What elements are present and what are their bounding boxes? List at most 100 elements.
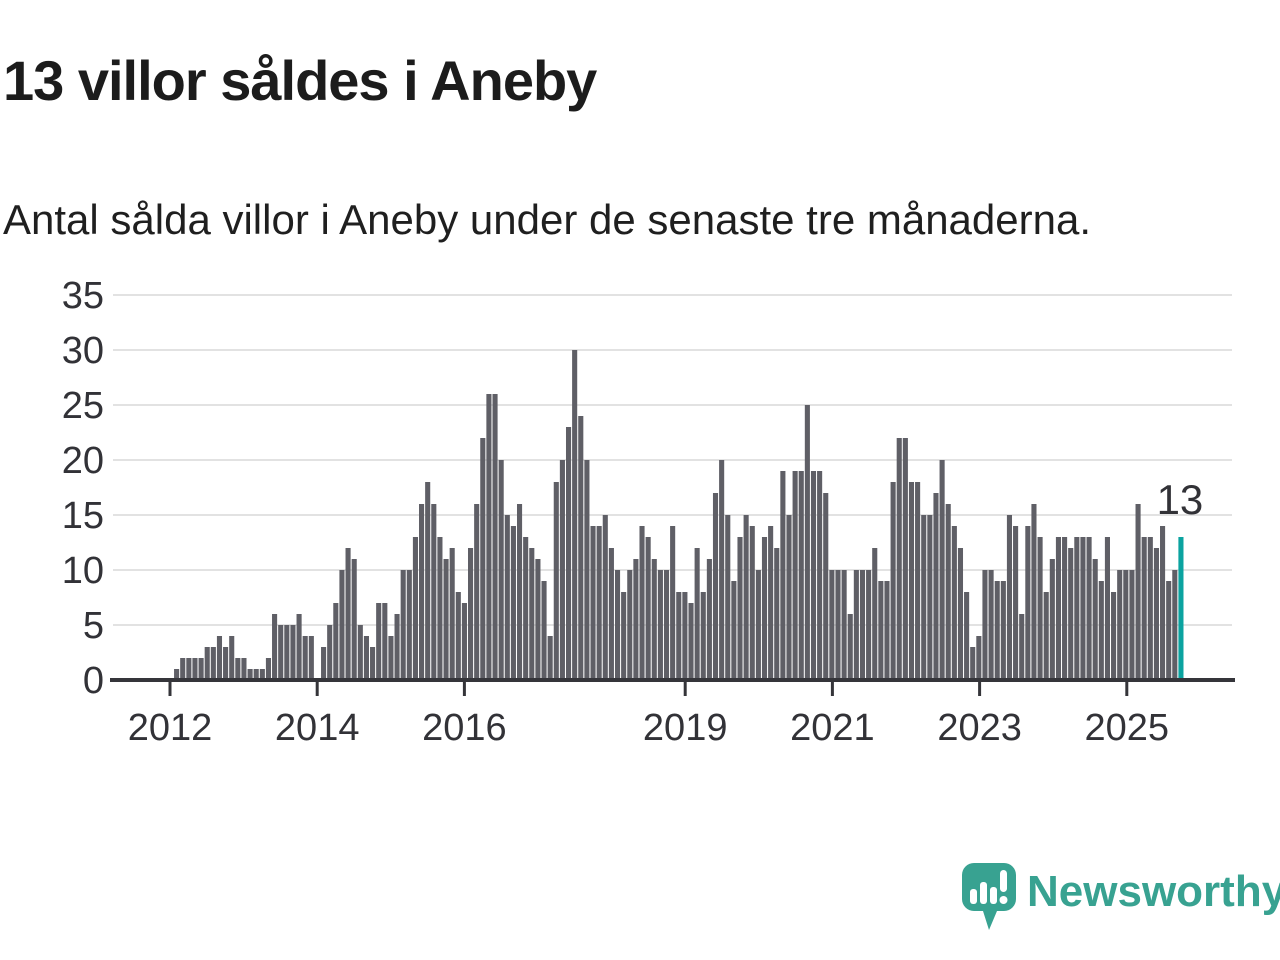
bar-segment <box>510 526 516 680</box>
bar-segment <box>621 592 627 680</box>
bar-segment <box>180 658 186 680</box>
bar-segment <box>357 625 363 680</box>
bar-segment <box>884 581 890 680</box>
bar-segment <box>774 548 780 680</box>
y-tick-label: 5 <box>83 605 104 647</box>
bar-segment <box>1129 570 1135 680</box>
bar-segment <box>1117 570 1123 680</box>
bar-segment <box>437 537 443 680</box>
bar-segment <box>461 603 467 680</box>
bar-segment <box>902 438 908 680</box>
bar-segment <box>1080 537 1086 680</box>
bar-segment <box>939 460 945 680</box>
bar-segment <box>719 460 725 680</box>
bar-segment <box>449 548 455 680</box>
bar-segment <box>547 636 553 680</box>
bar-segment <box>694 548 700 680</box>
bar-segment <box>725 515 731 680</box>
y-tick-label: 15 <box>62 495 104 537</box>
bar-segment <box>798 471 804 680</box>
bar-segment <box>406 570 412 680</box>
bar-segment <box>284 625 290 680</box>
bar-segment <box>670 526 676 680</box>
bar-segment <box>308 636 314 680</box>
page-title: 13 villor såldes i Aneby <box>3 49 597 112</box>
bar-segment <box>1147 537 1153 680</box>
bar-segment <box>425 482 431 680</box>
logo-bubble-icon <box>962 863 1016 930</box>
bar-segment <box>706 559 712 680</box>
x-tick-label: 2019 <box>643 707 728 749</box>
bar-segment <box>572 350 578 680</box>
bar-segment <box>768 526 774 680</box>
x-axis-labels: 2012 2014 2016 2019 2021 2023 2025 <box>128 707 1169 749</box>
x-tick-label: 2021 <box>790 707 875 749</box>
bar-segment <box>480 438 486 680</box>
bar-segment <box>639 526 645 680</box>
y-tick-label: 20 <box>62 440 104 482</box>
bar-segment <box>584 460 590 680</box>
last-value-label: 13 <box>1157 476 1204 523</box>
highlighted-bar <box>1178 537 1184 680</box>
bar-segment <box>1031 504 1037 680</box>
bar-segment <box>921 515 927 680</box>
bar-segment <box>847 614 853 680</box>
bar-segment <box>627 570 633 680</box>
bar-segment <box>327 625 333 680</box>
x-tick-label: 2016 <box>422 707 507 749</box>
bar-segment <box>945 504 951 680</box>
bar-segment <box>1104 537 1110 680</box>
bar-segment <box>596 526 602 680</box>
bar-segment <box>988 570 994 680</box>
bar-segment <box>351 559 357 680</box>
bar-segment <box>504 515 510 680</box>
bar-segment <box>786 515 792 680</box>
x-tick-label: 2012 <box>128 707 213 749</box>
bar-segment <box>1013 526 1019 680</box>
bar-segment <box>204 647 210 680</box>
logo-bar-medium <box>990 887 997 904</box>
bar-segment <box>841 570 847 680</box>
bar-segment <box>1074 537 1080 680</box>
bar-segment <box>810 471 817 680</box>
bar-segment <box>602 515 608 680</box>
bar-segment <box>443 559 449 680</box>
bar-segment <box>896 438 902 680</box>
bar-segment <box>578 416 584 680</box>
bar-segment <box>608 548 614 680</box>
bar-segment <box>663 570 670 680</box>
bar-segment <box>321 647 327 680</box>
bar-segment <box>474 504 480 680</box>
bar-segment <box>688 603 694 680</box>
bar-segment <box>259 669 265 680</box>
bar-segment <box>657 570 663 680</box>
bar-segment <box>1160 526 1166 680</box>
logo-exclamation-dot <box>999 896 1008 904</box>
bar-segment <box>829 570 835 680</box>
y-tick-label: 0 <box>83 660 104 702</box>
bar-segment <box>970 647 976 680</box>
bar-segment <box>265 658 272 680</box>
bar-segment <box>982 570 988 680</box>
bar-segment <box>872 548 878 680</box>
bar-segment <box>229 636 235 680</box>
bar-segment <box>235 658 241 680</box>
bar-segment <box>516 504 523 680</box>
bar-segment <box>302 636 308 680</box>
bar-segment <box>614 570 621 680</box>
logo-exclamation-bar <box>1000 870 1007 892</box>
y-tick-label: 10 <box>62 550 104 592</box>
bar-segment <box>296 614 302 680</box>
bar-segment <box>529 548 535 680</box>
bar-segment <box>1111 592 1117 680</box>
bar-segment <box>780 471 786 680</box>
bar-segment <box>823 493 829 680</box>
bar-segment <box>394 614 400 680</box>
bar-segment <box>388 636 394 680</box>
bar-segment <box>1166 581 1172 680</box>
bar-segment <box>645 537 651 680</box>
bar-segment <box>253 669 259 680</box>
bar-segment <box>559 460 565 680</box>
bar-segment <box>523 537 529 680</box>
newsworthy-logo: Newsworthy <box>962 863 1280 930</box>
